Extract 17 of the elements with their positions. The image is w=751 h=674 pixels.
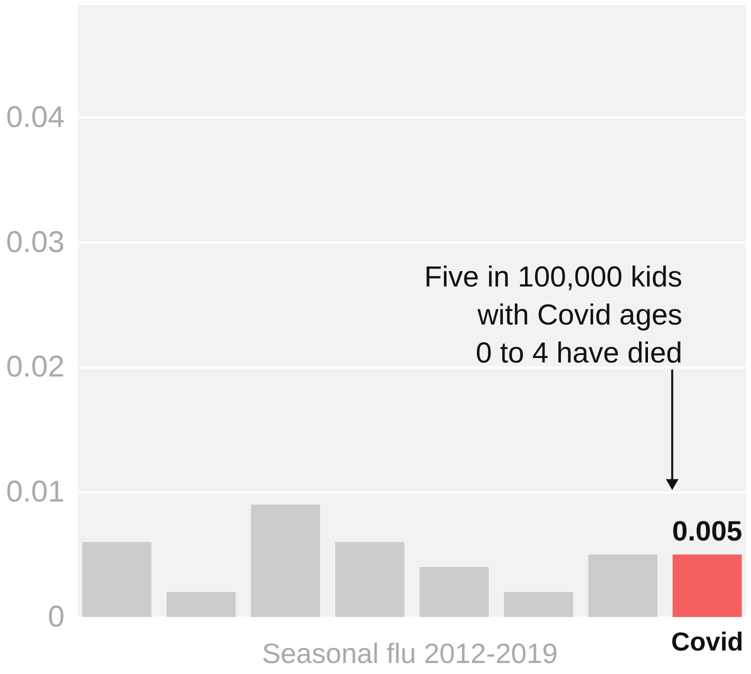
bar xyxy=(672,554,742,617)
bar xyxy=(420,567,489,617)
y-tick-label: 0.02 xyxy=(6,350,64,384)
y-tick-label: 0.03 xyxy=(6,226,64,259)
x-tick-label: Covid xyxy=(671,626,744,656)
data-label: 0.005 xyxy=(672,516,742,547)
bar xyxy=(166,592,236,617)
bar xyxy=(504,592,574,617)
annotation: Five in 100,000 kids with Covid ages 0 to 4 have died xyxy=(424,262,682,370)
text: Seasonal flu 2012-2019 xyxy=(262,638,558,669)
y-tick-label: 0.04 xyxy=(6,100,64,134)
y-tick-label: 0 xyxy=(48,600,64,634)
bar xyxy=(335,542,404,617)
y-tick-label: 0.01 xyxy=(6,476,64,509)
bar xyxy=(82,542,152,617)
bar xyxy=(588,554,658,617)
bar xyxy=(250,504,320,617)
